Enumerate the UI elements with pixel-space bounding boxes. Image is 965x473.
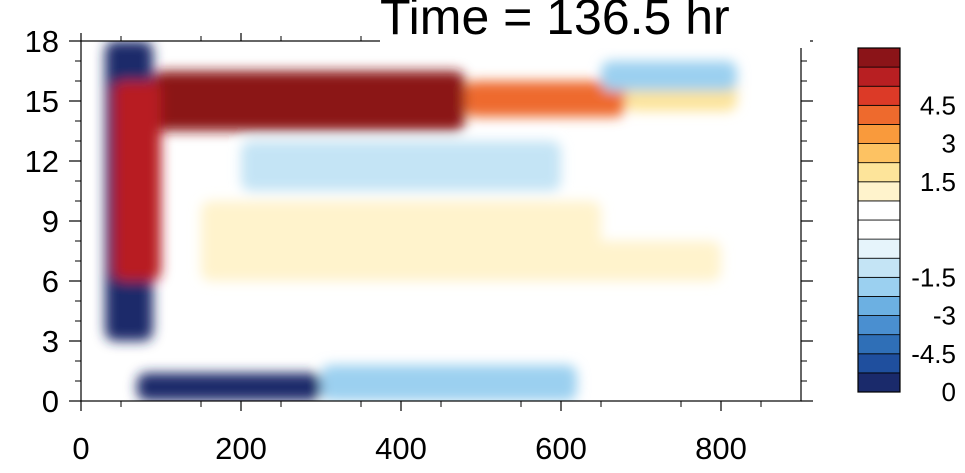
x-tick-label: 200 bbox=[215, 431, 267, 466]
colorbar-swatch bbox=[857, 315, 901, 336]
colorbar-swatch bbox=[857, 353, 901, 374]
colorbar-swatch bbox=[857, 181, 901, 202]
colorbar-swatch bbox=[857, 296, 901, 316]
y-tick-label: 0 bbox=[42, 384, 59, 419]
y-tick-label: 18 bbox=[25, 24, 59, 59]
heatmap-cell-1 bbox=[465, 81, 625, 117]
colorbar-swatch bbox=[857, 47, 901, 68]
colorbar-swatch bbox=[857, 85, 901, 106]
colorbar-label: 3 bbox=[942, 129, 956, 159]
heatmap-cell-3 bbox=[137, 373, 321, 401]
y-tick-label: 9 bbox=[42, 204, 59, 239]
colorbar-swatch bbox=[857, 219, 901, 240]
colorbar-swatch bbox=[857, 162, 901, 183]
colorbar-swatch bbox=[857, 372, 901, 393]
y-tick-label: 3 bbox=[42, 324, 59, 359]
heatmap-cell-4 bbox=[321, 365, 577, 401]
colorbar-swatch bbox=[857, 200, 901, 221]
heatmap-cell-6 bbox=[241, 141, 561, 191]
x-tick-label: 800 bbox=[695, 431, 747, 466]
colorbar-label: -1.5 bbox=[911, 262, 956, 292]
heatmap-cell-10 bbox=[113, 81, 161, 281]
y-tick-label: 6 bbox=[42, 264, 59, 299]
colorbar-swatch bbox=[857, 66, 901, 87]
colorbar-swatch bbox=[857, 143, 901, 164]
heatmap-cell-8 bbox=[481, 241, 721, 281]
chart-title: Time = 136.5 hr bbox=[380, 0, 810, 48]
x-tick-label: 400 bbox=[375, 431, 427, 466]
heatmap-cell-11 bbox=[601, 61, 737, 91]
heatmap-field bbox=[81, 41, 801, 401]
heatmap-cell-0 bbox=[153, 71, 465, 131]
colorbar-swatch bbox=[857, 334, 901, 355]
heatmap-smoothed-layer bbox=[105, 41, 737, 401]
colorbar-swatch bbox=[857, 276, 901, 297]
y-axis: 0 3 6 9 12 15 18 bbox=[25, 24, 813, 419]
colorbar-label: 0 bbox=[942, 377, 956, 407]
colorbar-swatch bbox=[857, 257, 901, 278]
colorbar: 4.5 3 1.5 0 -1.5 -3 -4.5 bbox=[857, 47, 956, 407]
x-axis: 0 200 400 600 800 bbox=[72, 33, 762, 466]
colorbar-label: 4.5 bbox=[920, 90, 956, 120]
colorbar-swatch bbox=[857, 104, 901, 125]
colorbar-frame bbox=[857, 47, 901, 393]
x-tick-label: 600 bbox=[535, 431, 587, 466]
colorbar-label: 1.5 bbox=[920, 167, 956, 197]
colorbar-swatch bbox=[857, 124, 901, 144]
y-tick-label: 15 bbox=[25, 84, 59, 119]
y-tick-label: 12 bbox=[25, 144, 59, 179]
colorbar-label: -3 bbox=[933, 301, 956, 331]
x-tick-label: 0 bbox=[72, 431, 89, 466]
colorbar-swatch bbox=[857, 238, 901, 259]
colorbar-label: -4.5 bbox=[911, 339, 956, 369]
